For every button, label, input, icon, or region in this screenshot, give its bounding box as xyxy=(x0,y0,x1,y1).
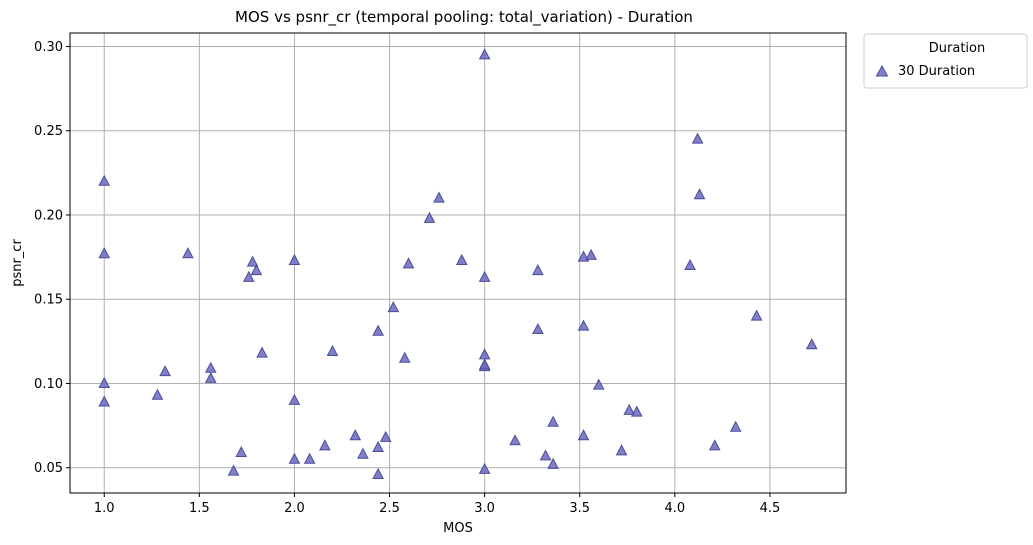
data-point xyxy=(250,264,263,276)
data-point xyxy=(372,440,384,453)
data-point xyxy=(159,365,171,377)
data-point xyxy=(478,358,491,370)
x-tick-label: 3.0 xyxy=(474,501,495,516)
data-point xyxy=(577,429,590,441)
y-axis: 0.05 0.10 0.15 0.20 0.25 0.30 xyxy=(34,40,70,476)
data-point xyxy=(684,258,696,271)
x-tick-label: 3.5 xyxy=(569,501,590,516)
y-tick-label: 0.10 xyxy=(34,377,63,392)
data-point xyxy=(478,462,491,474)
data-point xyxy=(532,264,544,276)
data-point xyxy=(288,253,301,265)
data-point xyxy=(98,376,111,388)
y-tick-label: 0.30 xyxy=(34,40,63,55)
data-point xyxy=(478,48,491,60)
data-point xyxy=(577,319,590,331)
data-point xyxy=(433,191,445,203)
data-point xyxy=(805,338,818,350)
data-point xyxy=(402,257,415,269)
data-point xyxy=(423,211,436,223)
data-point xyxy=(372,467,384,479)
data-point xyxy=(478,270,491,282)
x-axis-label: MOS xyxy=(443,521,473,536)
data-point xyxy=(547,457,559,469)
data-point xyxy=(98,247,111,259)
y-tick-label: 0.15 xyxy=(34,293,63,308)
legend-box xyxy=(863,33,1028,89)
data-point xyxy=(288,452,301,464)
data-point xyxy=(585,248,597,260)
data-point xyxy=(615,444,628,456)
x-axis: 1.0 1.5 2.0 2.5 3.0 3.5 4.0 4.5 xyxy=(94,493,780,516)
data-point xyxy=(235,445,248,458)
data-point xyxy=(592,378,605,390)
data-point xyxy=(455,253,468,265)
data-point xyxy=(151,388,164,400)
x-tick-label: 2.0 xyxy=(284,501,305,516)
data-point xyxy=(623,403,636,415)
data-point xyxy=(182,247,194,259)
data-point xyxy=(693,188,706,200)
data-point xyxy=(98,174,111,186)
data-point xyxy=(227,464,240,476)
x-tick-label: 1.0 xyxy=(94,501,115,516)
data-point xyxy=(729,420,742,432)
data-point xyxy=(357,447,369,459)
x-tick-label: 1.5 xyxy=(189,501,210,516)
legend: Duration 30 Duration xyxy=(863,33,1028,89)
plot-area xyxy=(69,32,847,494)
data-point xyxy=(750,309,763,321)
data-point xyxy=(303,452,316,464)
data-point xyxy=(98,395,111,407)
data-point xyxy=(256,346,268,358)
y-tick-label: 0.25 xyxy=(34,124,63,139)
data-point xyxy=(379,430,392,442)
data-point xyxy=(509,434,521,446)
data-point xyxy=(246,255,259,267)
data-point xyxy=(547,415,559,427)
data-point xyxy=(372,324,384,336)
data-point xyxy=(691,132,704,144)
data-point xyxy=(204,371,217,383)
data-point xyxy=(242,270,255,282)
y-tick-label: 0.20 xyxy=(34,208,63,223)
chart-title: MOS vs psnr_cr (temporal pooling: total_… xyxy=(235,8,693,27)
data-point xyxy=(349,429,362,441)
data-point xyxy=(708,439,721,451)
y-axis-label: psnr_cr xyxy=(10,239,25,287)
data-point xyxy=(630,405,643,417)
x-tick-label: 2.5 xyxy=(379,501,400,516)
data-point xyxy=(398,351,411,363)
data-point xyxy=(326,344,339,356)
data-point xyxy=(387,301,400,313)
legend-marker-triangle xyxy=(875,64,889,77)
x-tick-label: 4.5 xyxy=(760,501,781,516)
y-tick-label: 0.05 xyxy=(34,461,63,476)
x-tick-label: 4.0 xyxy=(664,501,685,516)
data-point xyxy=(288,393,301,405)
data-points xyxy=(98,48,818,479)
legend-title: Duration xyxy=(929,41,985,56)
data-point xyxy=(532,322,544,335)
data-point xyxy=(539,449,552,461)
legend-entry-label: 30 Duration xyxy=(898,64,975,79)
data-point xyxy=(319,439,331,451)
